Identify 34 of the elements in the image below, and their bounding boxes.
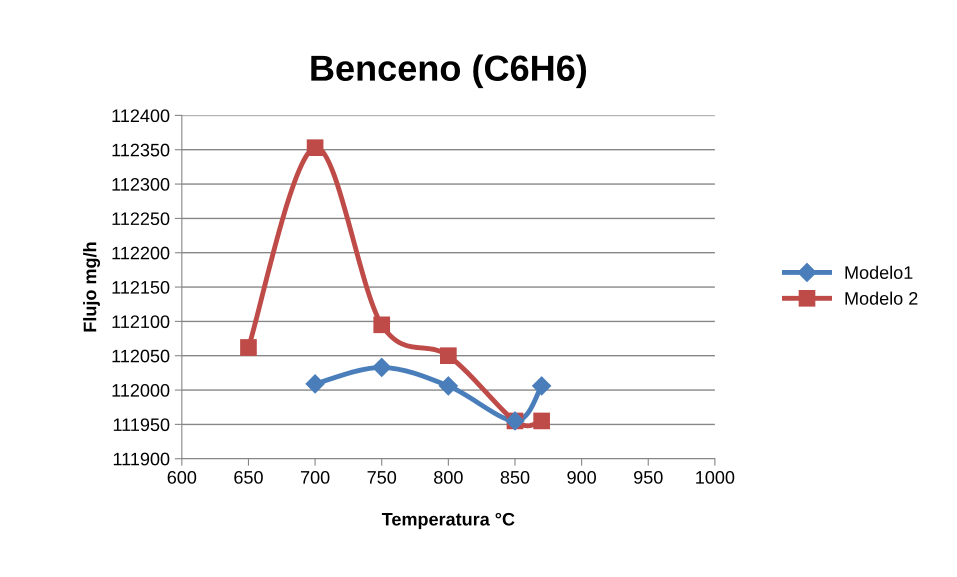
point [438, 376, 458, 396]
legend-label: Modelo 2 [846, 292, 918, 305]
x-tick-label: 900 [567, 470, 596, 484]
point [306, 139, 324, 156]
y-tick-label: 112000 [112, 384, 170, 397]
point [533, 412, 550, 430]
x-tick-label: 750 [368, 470, 396, 484]
legend-label: Modelo1 [846, 266, 912, 279]
point [306, 374, 325, 394]
y-tick-label: 111950 [114, 418, 170, 432]
y-tick-label: 112350 [112, 144, 170, 156]
x-tick-label: 1000 [696, 470, 734, 484]
point [440, 347, 457, 364]
x-tick-label: 700 [300, 470, 330, 484]
x-tick-label: 600 [168, 470, 196, 484]
y-tick-label: 112050 [112, 350, 170, 362]
x-tick-label: 950 [634, 470, 663, 484]
x-axis-title: Temperatura °C [382, 512, 515, 530]
y-tick-label: 112100 [112, 315, 170, 328]
y-tick-label: 112150 [112, 280, 170, 294]
y-tick-label: 111900 [114, 452, 170, 466]
y-tick-label: 112400 [112, 109, 170, 122]
point [532, 376, 552, 396]
chart-title: Benceno (C6H6) [311, 54, 586, 88]
point [240, 339, 257, 356]
y-tick-label: 112200 [112, 246, 170, 260]
point [373, 316, 390, 334]
y-axis-title: Flujo mg/h [83, 242, 100, 332]
y-tick-label: 112300 [112, 178, 170, 191]
point [372, 358, 392, 377]
x-tick-label: 800 [434, 470, 463, 484]
x-tick-label: 650 [234, 470, 263, 484]
y-tick-label: 112250 [112, 212, 170, 226]
x-tick-label: 850 [500, 470, 530, 484]
